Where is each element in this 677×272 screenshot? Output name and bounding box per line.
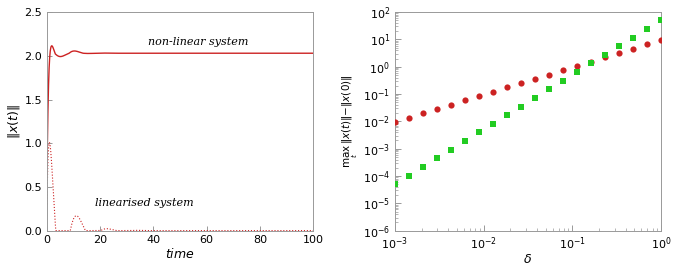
Point <box>656 38 667 42</box>
Point <box>516 81 527 85</box>
Point <box>460 139 471 143</box>
Point <box>586 61 596 66</box>
Point <box>502 113 512 118</box>
X-axis label: $\delta$: $\delta$ <box>523 254 533 267</box>
Point <box>473 130 484 135</box>
Point <box>516 104 527 109</box>
Point <box>418 111 429 116</box>
Point <box>431 107 442 111</box>
Point <box>656 18 667 23</box>
Point <box>558 79 569 83</box>
Point <box>403 174 414 178</box>
Point <box>571 70 582 74</box>
Point <box>431 156 442 160</box>
Point <box>600 55 611 60</box>
Point <box>487 122 498 126</box>
Point <box>613 44 624 48</box>
X-axis label: $\mathit{time}$: $\mathit{time}$ <box>165 247 195 261</box>
Point <box>403 116 414 120</box>
Point <box>544 72 554 77</box>
Point <box>389 120 400 124</box>
Point <box>418 165 429 169</box>
Point <box>445 103 456 107</box>
Point <box>628 35 638 40</box>
Point <box>473 94 484 98</box>
Point <box>460 98 471 103</box>
Point <box>529 77 540 81</box>
Point <box>613 51 624 55</box>
Point <box>642 42 653 47</box>
Point <box>389 182 400 186</box>
Point <box>628 47 638 51</box>
Point <box>600 53 611 57</box>
Y-axis label: $\|\mathit{x}(\mathit{t})\|$: $\|\mathit{x}(\mathit{t})\|$ <box>5 104 22 139</box>
Point <box>529 96 540 100</box>
Point <box>544 87 554 92</box>
Point <box>445 147 456 152</box>
Point <box>487 90 498 94</box>
Point <box>571 64 582 68</box>
Y-axis label: $\max_t \, \|x(t)\| - \|x(0)\|$: $\max_t \, \|x(t)\| - \|x(0)\|$ <box>341 75 360 168</box>
Text: non-linear system: non-linear system <box>148 37 248 47</box>
Point <box>502 85 512 90</box>
Text: linearised system: linearised system <box>95 198 194 208</box>
Point <box>558 68 569 72</box>
Point <box>586 60 596 64</box>
Point <box>642 27 653 31</box>
